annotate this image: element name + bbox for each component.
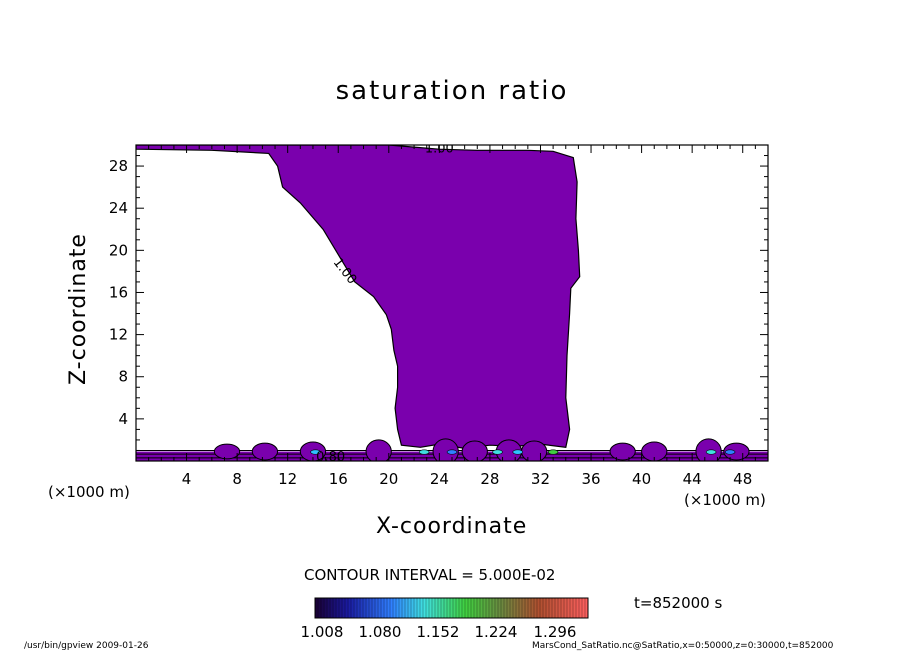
x-unit-label-left: (×1000 m) — [48, 483, 130, 501]
high-saturation-spot — [418, 449, 430, 455]
x-tick-label: 40 — [632, 470, 651, 488]
moist-blob — [461, 440, 488, 461]
saturated-region — [136, 145, 581, 450]
moist-blob — [365, 439, 392, 461]
y-tick-label: 8 — [118, 368, 128, 386]
high-saturation-spot — [724, 449, 736, 455]
y-tick-label: 16 — [109, 283, 128, 301]
x-tick-label: 48 — [733, 470, 752, 488]
high-saturation-spot — [446, 449, 458, 455]
x-tick-label: 8 — [232, 470, 242, 488]
y-tick-label: 12 — [109, 326, 128, 344]
colorbar-tick-label: 1.224 — [475, 623, 518, 641]
x-unit-label-right: (×1000 m) — [684, 491, 766, 509]
y-tick-label: 24 — [109, 199, 128, 217]
moist-blob — [251, 442, 279, 461]
colorbar-tick-label: 1.080 — [359, 623, 402, 641]
contour-interval-label: CONTOUR INTERVAL = 5.000E-02 — [304, 566, 556, 584]
moist-blob — [521, 440, 548, 461]
y-tick-label: 4 — [118, 410, 128, 428]
chart-title: saturation ratio — [335, 76, 569, 106]
y-axis-label: Z-coordinate — [66, 233, 91, 385]
colorbar: 1.008 1.080 1.152 1.224 1.296 — [301, 597, 589, 641]
x-tick-label: 20 — [379, 470, 398, 488]
x-tick-label: 32 — [531, 470, 550, 488]
time-label: t=852000 s — [634, 594, 723, 612]
colorbar-tick-label: 1.296 — [534, 623, 577, 641]
colorbar-tick-label: 1.152 — [417, 623, 460, 641]
moist-blob — [213, 443, 241, 460]
x-axis-label: X-coordinate — [376, 514, 528, 539]
contour-label: 0.80 — [316, 450, 345, 465]
x-tick-label: 44 — [683, 470, 702, 488]
high-saturation-spot — [547, 449, 559, 455]
footer-left: /usr/bin/gpview 2009-01-26 — [24, 641, 149, 651]
y-tick-label: 20 — [109, 241, 128, 259]
y-tick-label: 28 — [109, 157, 128, 175]
x-tick-label: 12 — [278, 470, 297, 488]
x-tick-label: 4 — [182, 470, 192, 488]
x-tick-label: 36 — [581, 470, 600, 488]
x-tick-label: 16 — [329, 470, 348, 488]
moist-blob — [609, 442, 636, 461]
colorbar-tick-label: 1.008 — [301, 623, 344, 641]
x-tick-label: 24 — [430, 470, 449, 488]
high-saturation-spot — [705, 449, 717, 455]
high-saturation-spot — [310, 449, 321, 455]
footer-right: MarsCond_SatRatio.nc@SatRatio,x=0:50000,… — [532, 641, 834, 651]
high-saturation-spot — [492, 449, 503, 455]
x-tick-label: 28 — [480, 470, 499, 488]
high-saturation-spot — [512, 449, 524, 455]
